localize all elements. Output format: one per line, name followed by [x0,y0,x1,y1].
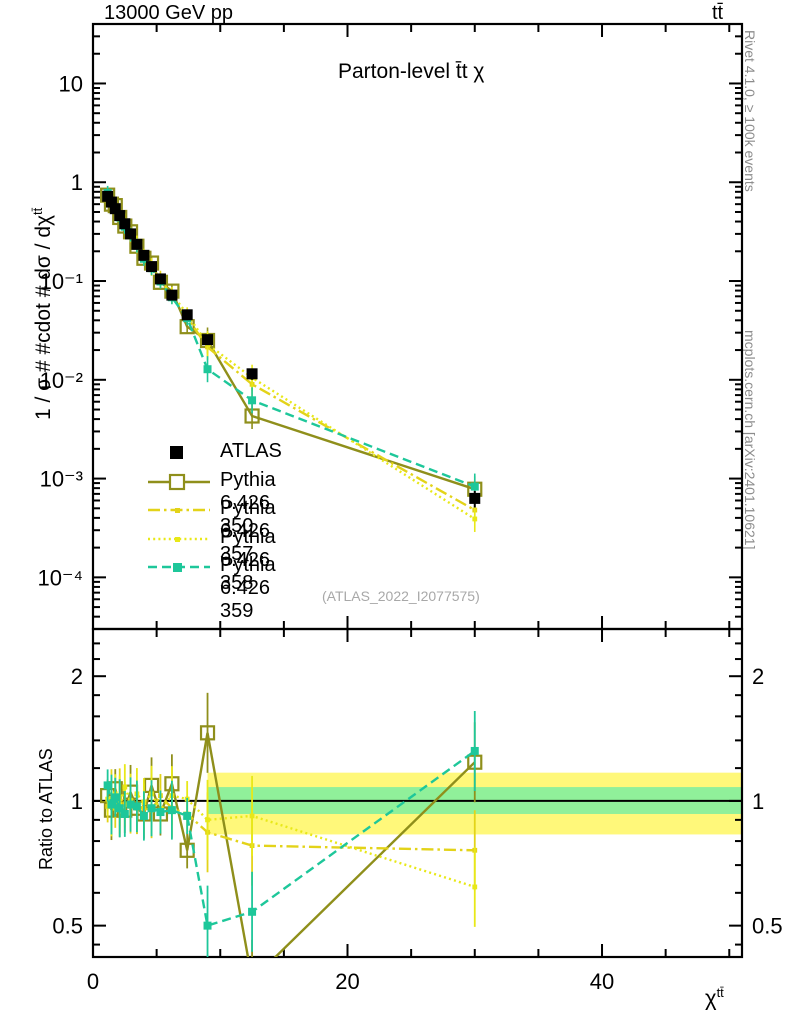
atlas-marker [154,273,166,285]
x-axis-label-text: χ [705,985,717,1011]
ratio-marker-filled-square [147,804,156,813]
y-tick-label-main: 10 [59,71,83,96]
ratio-marker-filled-square [115,804,124,813]
x-axis-label-sup: tt̄ [716,985,724,1000]
atlas-marker [138,249,150,261]
atlas-marker [181,309,193,321]
ratio-marker-dot [472,884,478,890]
ratio-marker-filled-square [183,811,192,820]
x-tick-label: 20 [335,969,359,994]
ratio-marker-filled-square [167,806,176,815]
y-tick-label-ratio-right: 2 [752,664,764,689]
ratio-marker-filled-square [470,746,479,755]
atlas-marker [114,210,126,222]
y-tick-label-ratio-right: 1 [752,789,764,814]
y-tick-label-main: 10⁻¹ [40,269,83,294]
header-left: 13000 GeV pp [104,2,233,24]
atlas-marker [202,334,214,346]
ratio-marker-filled-square [248,907,257,916]
ratio-marker-open-square [199,725,216,741]
plot-title-text: Parton-level t̄t χ [338,60,485,83]
ratio-marker-filled-square [132,802,141,811]
x-tick-label: 0 [87,969,99,994]
y-tick-label-main: 1 [71,170,83,195]
y-tick-label-main: 10⁻³ [40,467,83,492]
legend-key [148,563,210,572]
header-right: tt̄ [712,2,724,24]
atlas-marker [131,238,143,250]
ratio-marker-filled-square [103,781,112,790]
ratio-panel-frame [91,627,744,959]
ratio-marker-filled-square [111,793,120,802]
atlas-marker [125,228,137,240]
legend-key [148,508,210,513]
legend-label: Pythia 6.426 359 [220,554,276,622]
ratio-marker-filled-square [139,811,148,820]
legend-key [148,536,210,542]
y-tick-label-ratio: 0.5 [52,914,83,939]
ratio-marker-dot [249,813,255,819]
legend-label: ATLAS [220,440,282,462]
atlas-marker [102,190,114,202]
atlas-marker [246,368,258,380]
ratio-marker-open-square [246,973,259,986]
plot-title: Parton-level t̄t χ [338,60,484,84]
y-tick-label-main: 10⁻² [40,368,83,393]
atlas-marker [105,196,117,208]
y-tick-label-ratio-right: 0.5 [752,914,783,939]
y-tick-label-ratio: 1 [71,789,83,814]
atlas-marker [166,289,178,301]
ratio-marker-dot [122,784,128,790]
ratio-marker-filled-square [120,809,129,818]
legend-key [170,446,183,459]
x-axis-label: χtt̄ [705,985,724,1011]
legend-key [148,473,210,490]
y-tick-label-main: 10⁻⁴ [37,565,83,590]
atlas-marker [119,218,131,230]
ratio-marker-filled-square [203,921,212,930]
legend-label: Pythia 6.426 350 [220,468,276,537]
atlas-marker [469,492,481,504]
y-tick-label-ratio: 2 [71,664,83,689]
ratio-marker-filled-square [126,800,135,809]
analysis-watermark: (ATLAS_2022_I2077575) [322,588,480,604]
atlas-marker [109,203,121,215]
ratio-marker-filled-square [107,800,116,809]
atlas-marker [146,261,158,273]
x-tick-label: 40 [590,969,614,994]
legend-label: Pythia 6.426 357 [220,497,276,565]
ratio-line-Pythia-6.426-350 [106,732,476,957]
legend-label: Pythia 6.426 358 [220,525,276,594]
ratio-marker-filled-square [156,808,165,817]
ratio-marker-dot [205,817,210,823]
